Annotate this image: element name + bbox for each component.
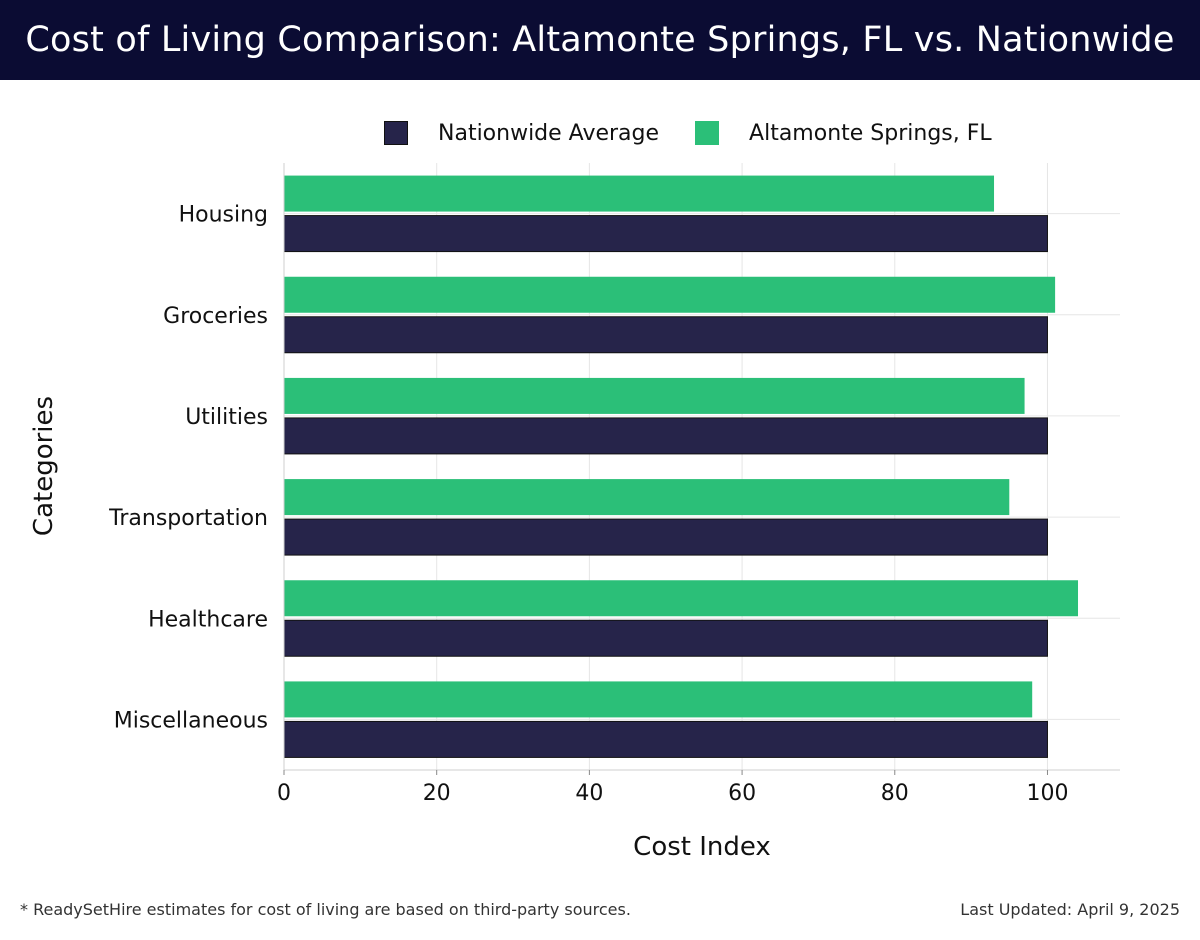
- x-tick-label: 0: [277, 781, 291, 806]
- x-axis-title: Cost Index: [633, 832, 771, 862]
- y-axis-title: Categories: [29, 396, 59, 536]
- x-tick-label: 40: [575, 781, 603, 806]
- legend-swatch-nationwide: [384, 121, 408, 145]
- legend-label-nationwide: Nationwide Average: [438, 120, 660, 146]
- bar-nationwide: [283, 720, 1048, 758]
- category-label: Groceries: [163, 304, 268, 329]
- x-tick-label: 100: [1026, 781, 1068, 806]
- category-label: Healthcare: [148, 607, 268, 632]
- footer-updated-date: Last Updated: April 9, 2025: [960, 900, 1180, 919]
- bar-nationwide: [283, 417, 1048, 455]
- x-tick-label: 80: [881, 781, 909, 806]
- bar-altamonte: [284, 276, 1056, 313]
- footer-note: * ReadySetHire estimates for cost of liv…: [20, 900, 631, 919]
- legend-swatch-altamonte: [695, 121, 720, 145]
- bar-altamonte: [284, 377, 1025, 414]
- title-banner: Cost of Living Comparison: Altamonte Spr…: [0, 0, 1200, 80]
- bar-altamonte: [284, 175, 995, 212]
- bar-nationwide: [283, 316, 1048, 354]
- bar-nationwide: [283, 215, 1048, 253]
- legend-item-altamonte: Altamonte Springs, FL: [695, 121, 992, 146]
- category-label: Miscellaneous: [114, 708, 268, 733]
- category-label: Housing: [179, 203, 268, 228]
- bar-altamonte: [284, 580, 1079, 617]
- legend-label-altamonte: Altamonte Springs, FL: [749, 120, 992, 146]
- x-tick-label: 60: [728, 781, 756, 806]
- chart-title: Cost of Living Comparison: Altamonte Spr…: [25, 20, 1175, 60]
- category-label: Transportation: [108, 506, 268, 531]
- bar-nationwide: [283, 619, 1048, 657]
- legend: Nationwide Average Altamonte Springs, FL: [384, 116, 1028, 150]
- x-tick-label: 20: [423, 781, 451, 806]
- bar-altamonte: [284, 681, 1033, 718]
- bar-nationwide: [283, 518, 1048, 556]
- bar-altamonte: [284, 479, 1010, 516]
- category-label: Utilities: [185, 405, 268, 430]
- legend-item-nationwide: Nationwide Average: [384, 121, 659, 146]
